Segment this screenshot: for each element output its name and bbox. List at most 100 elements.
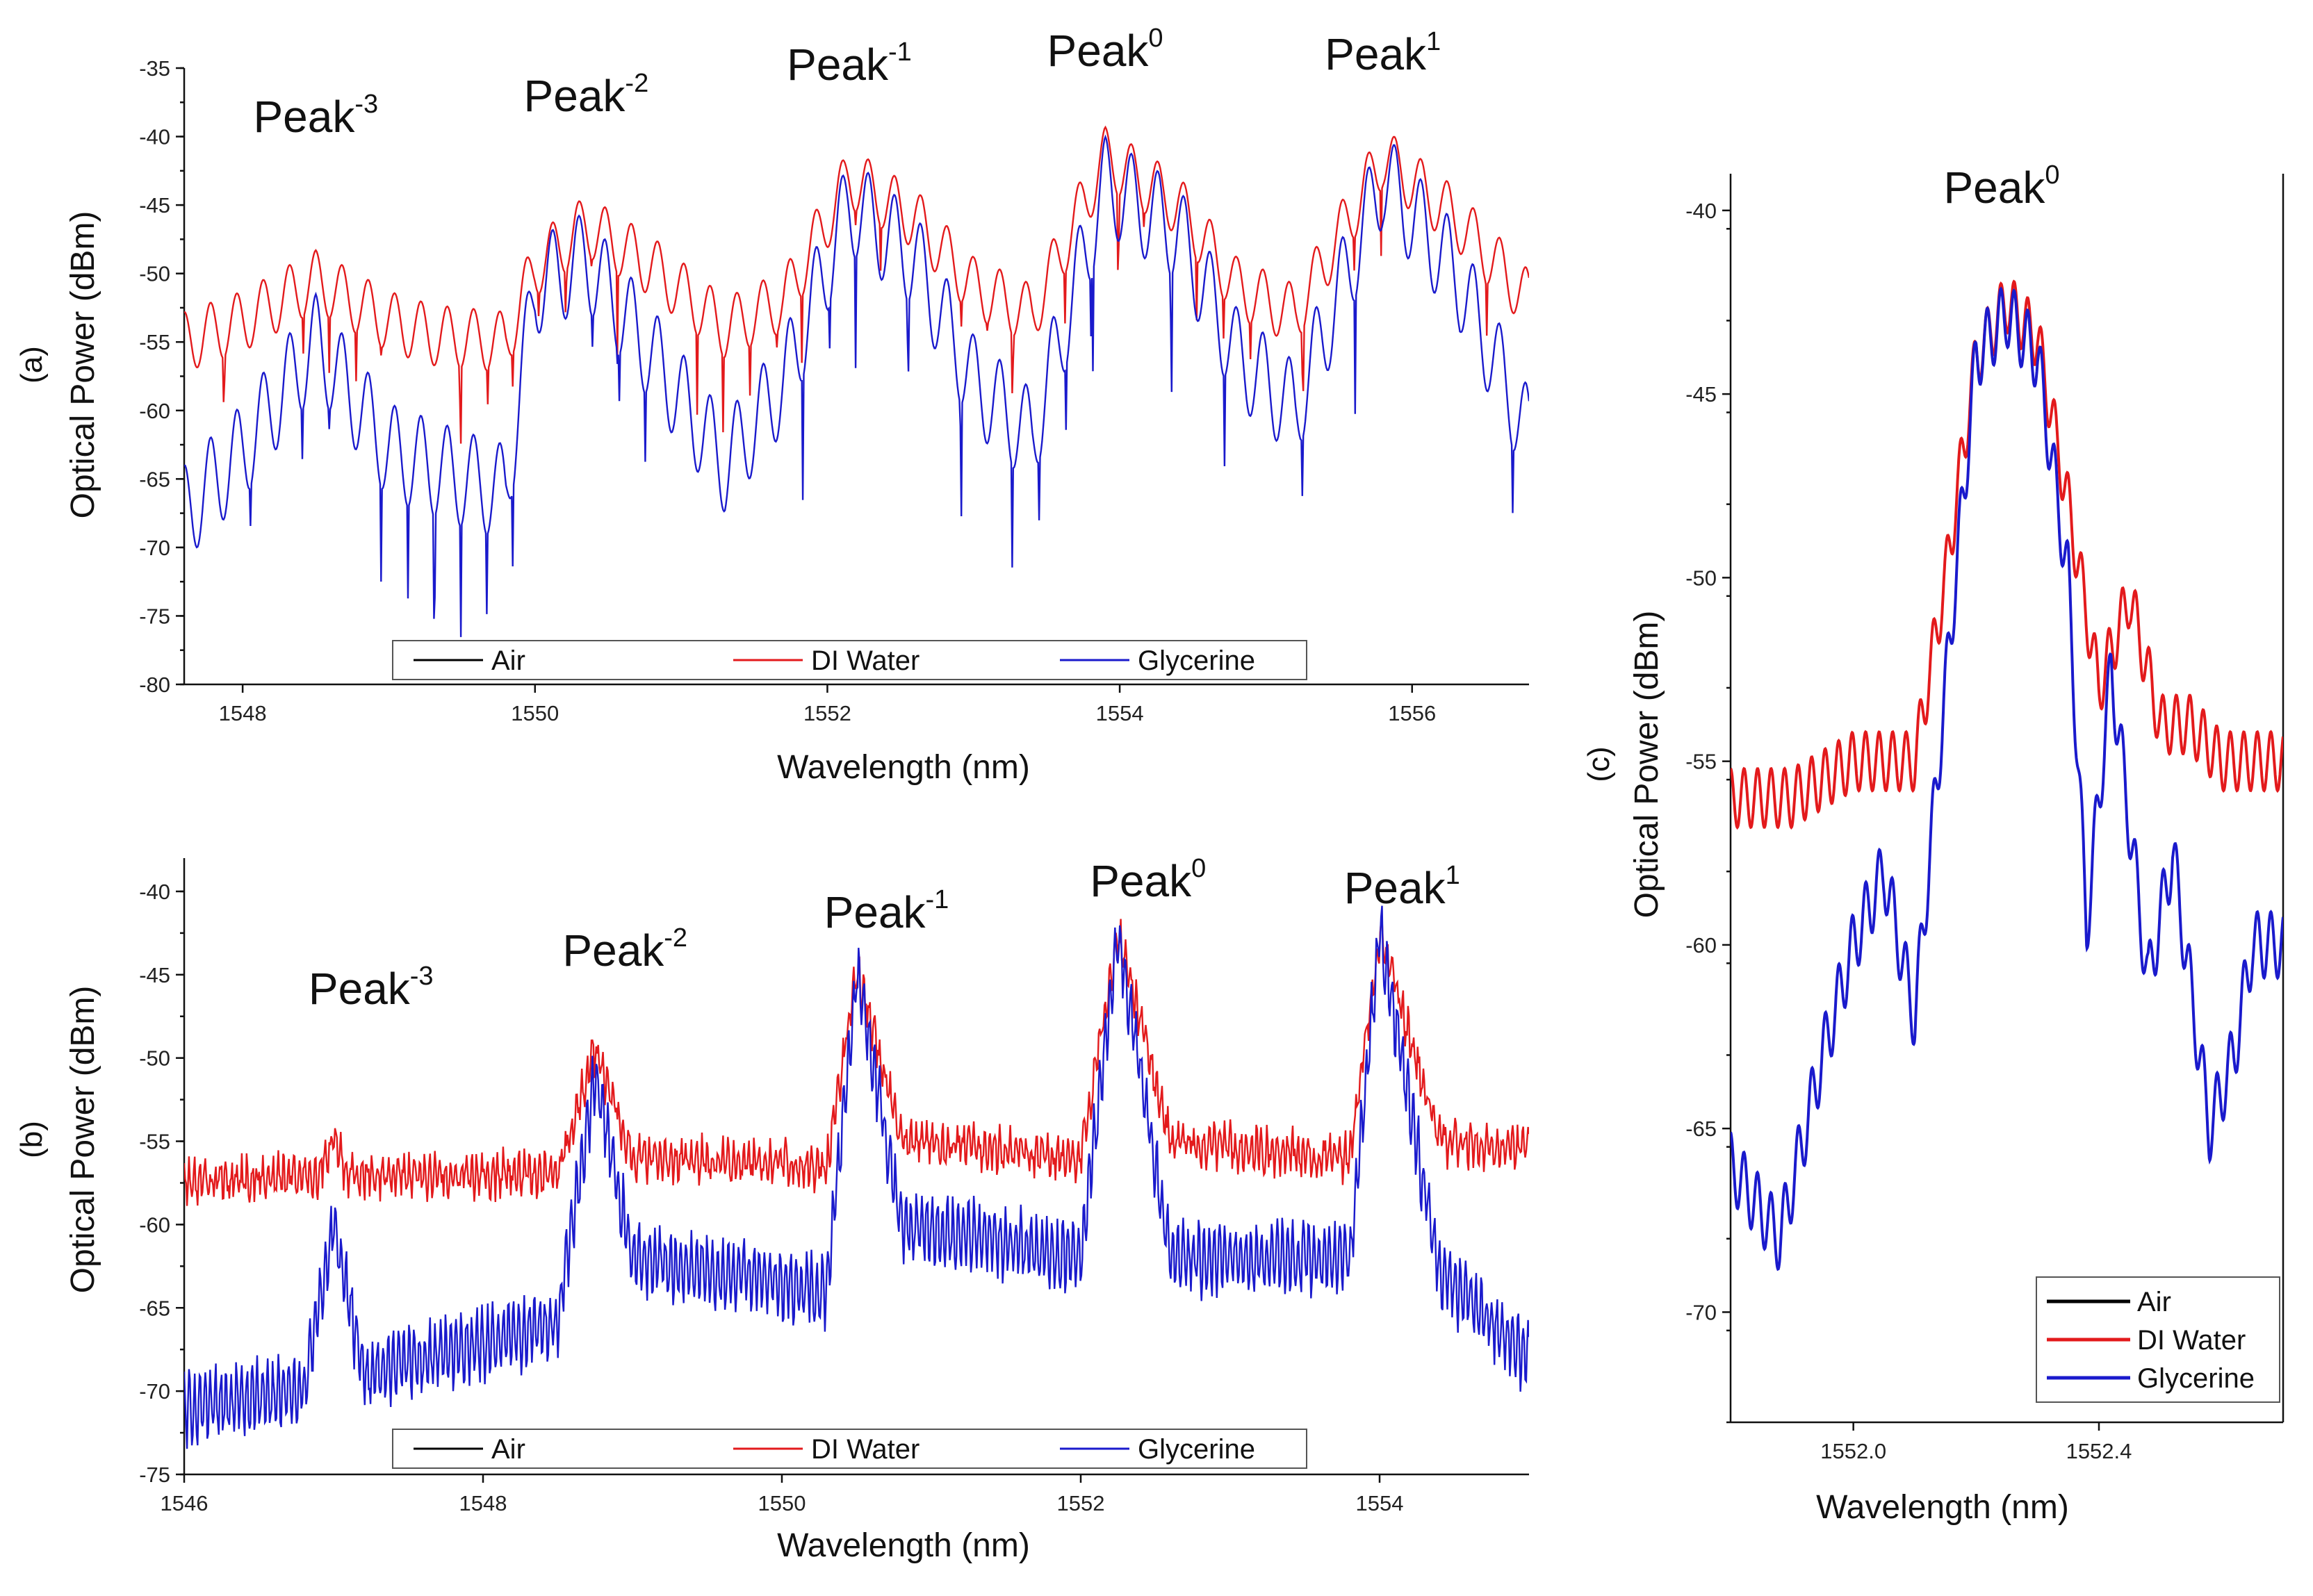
panel-c-title-sup: 0 xyxy=(2045,161,2059,190)
panel-a: -80 -75 -70 -65 -60 -55 -50 -45 -40 -35 1548 1550 15… xyxy=(15,24,1529,786)
series-line-glycerine xyxy=(184,134,1529,637)
peak-label-text: Peak xyxy=(1325,29,1427,79)
x-tick-label: 1548 xyxy=(219,701,267,725)
panel-b: -75 -70 -65 -60 -55 -50 -45 -40 1546 1548 1550 1552… xyxy=(15,854,1529,1564)
series-line-di-water xyxy=(1731,279,2283,830)
panel-a-ylabel: Optical Power (dBm) xyxy=(65,211,101,519)
x-tick-label: 1552.0 xyxy=(1820,1439,1886,1463)
series-line-di-water xyxy=(184,125,1529,444)
legend-label: Glycerine xyxy=(1138,1434,1255,1465)
y-tick-label: -65 xyxy=(1685,1117,1717,1141)
y-tick-label: -50 xyxy=(1685,566,1717,590)
series-line-glycerine xyxy=(184,905,1529,1449)
series-line-glycerine xyxy=(1731,286,2283,1272)
panel-b-series xyxy=(184,905,1529,1449)
panel-a-series xyxy=(184,125,1529,637)
x-tick-label: 1554 xyxy=(1096,701,1144,725)
y-tick-label: -65 xyxy=(139,467,170,491)
x-tick-label: 1550 xyxy=(758,1491,806,1515)
y-tick-label: -40 xyxy=(1685,199,1717,223)
peak-label-text: Peak xyxy=(524,71,626,121)
y-tick-label: -75 xyxy=(139,604,170,628)
panel-a-legend: Air DI Water Glycerine xyxy=(392,640,1307,680)
panel-b-legend: Air DI Water Glycerine xyxy=(392,1429,1307,1469)
peak-label-text: Peak xyxy=(1344,863,1446,913)
peak-label-text: Peak xyxy=(1047,26,1150,76)
legend-label: Air xyxy=(491,645,525,676)
panel-c-ylabel: Optical Power (dBm) xyxy=(1628,611,1665,919)
peak-label: Peak-2 xyxy=(524,69,649,121)
y-tick-label: -40 xyxy=(139,125,170,149)
y-tick-label: -65 xyxy=(139,1296,170,1320)
legend-label: Glycerine xyxy=(2137,1363,2255,1394)
peak-label: Peak0 xyxy=(1090,854,1206,906)
panel-b-letter: (b) xyxy=(15,1121,49,1158)
series-line-di-water xyxy=(184,919,1529,1206)
legend-label: DI Water xyxy=(811,1434,920,1465)
x-tick-label: 1548 xyxy=(459,1491,507,1515)
panel-c-letter: (c) xyxy=(1582,746,1616,782)
peak-label: Peak-1 xyxy=(824,885,949,937)
peak-label-sup: 0 xyxy=(1191,854,1206,883)
y-tick-label: -80 xyxy=(139,673,170,697)
panel-c-title: Peak0 xyxy=(1943,161,2059,213)
panel-a-axes: -80 -75 -70 -65 -60 -55 -50 -45 -40 -35 1548 1550 15… xyxy=(139,56,1529,725)
legend-label: Air xyxy=(2137,1287,2171,1317)
y-tick-label: -75 xyxy=(139,1463,170,1487)
peak-label-sup: -1 xyxy=(888,38,912,67)
y-tick-label: -45 xyxy=(139,193,170,217)
peak-label: Peak0 xyxy=(1047,24,1163,76)
peak-label: Peak1 xyxy=(1344,861,1460,913)
panel-c-axes: -70 -65 -60 -55 -50 -45 -40 1552.0 1552.4 xyxy=(1685,174,2285,1463)
peak-label-sup: -2 xyxy=(664,923,687,953)
y-tick-label: -40 xyxy=(139,880,170,904)
panel-b-xlabel: Wavelength (nm) xyxy=(777,1527,1030,1564)
x-tick-label: 1552 xyxy=(1057,1491,1105,1515)
x-tick-label: 1546 xyxy=(161,1491,209,1515)
legend-label: DI Water xyxy=(2137,1325,2246,1356)
peak-label-sup: -3 xyxy=(410,962,434,991)
x-tick-label: 1556 xyxy=(1388,701,1436,725)
legend-box xyxy=(392,640,1307,680)
y-tick-label: -45 xyxy=(139,963,170,987)
legend-label: Glycerine xyxy=(1138,645,1255,676)
y-tick-label: -60 xyxy=(139,399,170,423)
peak-label-sup: 1 xyxy=(1426,27,1441,56)
peak-label-text: Peak xyxy=(309,964,411,1014)
x-tick-label: 1550 xyxy=(511,701,559,725)
y-tick-label: -50 xyxy=(139,1046,170,1071)
panel-a-letter: (a) xyxy=(15,346,49,384)
panel-b-ylabel: Optical Power (dBm) xyxy=(65,986,101,1294)
x-tick-label: 1554 xyxy=(1356,1491,1404,1515)
peak-label-sup: -3 xyxy=(354,90,378,119)
y-tick-label: -60 xyxy=(1685,933,1717,957)
y-tick-label: -55 xyxy=(139,330,170,354)
y-tick-label: -50 xyxy=(139,262,170,286)
peak-label-text: Peak xyxy=(562,925,664,976)
peak-label: Peak1 xyxy=(1325,27,1441,79)
legend-label: Air xyxy=(491,1434,525,1465)
peak-label-sup: -2 xyxy=(625,69,648,98)
peak-label: Peak-3 xyxy=(253,90,378,142)
peak-label-text: Peak xyxy=(253,92,355,142)
panel-c-series xyxy=(1731,279,2283,1272)
panel-c-legend: Air DI Water Glycerine xyxy=(2036,1276,2280,1403)
peak-label-sup: 1 xyxy=(1446,861,1460,890)
peak-label-sup: -1 xyxy=(926,885,949,914)
y-tick-label: -55 xyxy=(139,1130,170,1154)
y-tick-label: -60 xyxy=(139,1212,170,1237)
peak-label: Peak-3 xyxy=(309,962,434,1014)
y-tick-label: -45 xyxy=(1685,382,1717,406)
panel-c-xlabel: Wavelength (nm) xyxy=(1816,1489,2069,1526)
peak-label-text: Peak xyxy=(787,40,889,90)
legend-label: DI Water xyxy=(811,645,920,676)
y-tick-label: -35 xyxy=(139,56,170,81)
x-tick-label: 1552 xyxy=(803,701,851,725)
panel-a-xlabel: Wavelength (nm) xyxy=(777,749,1030,786)
peak-label: Peak-1 xyxy=(787,38,912,90)
peak-label-text: Peak xyxy=(1090,856,1192,906)
y-tick-label: -55 xyxy=(1685,750,1717,774)
